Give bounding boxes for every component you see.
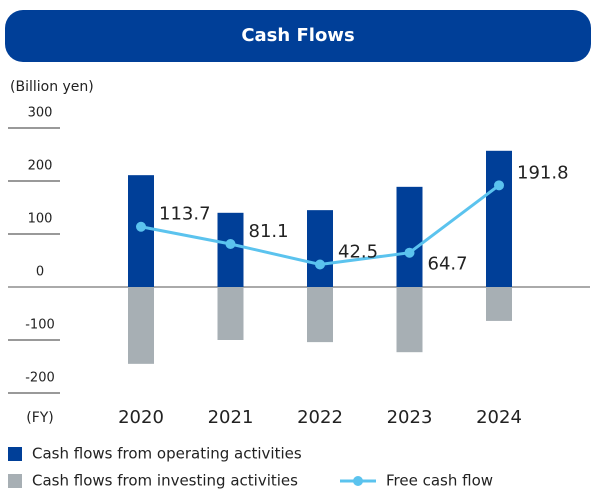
point (494, 180, 504, 191)
y-tick-label: -200 (25, 371, 55, 386)
header-bar (5, 10, 591, 62)
bar (486, 287, 512, 321)
x-tick-label: 2020 (118, 407, 164, 428)
x-tick-label: 2024 (476, 407, 522, 428)
point (225, 239, 236, 250)
x-tick-label: 2021 (208, 407, 254, 428)
chart-title: Cash Flows (241, 25, 354, 46)
x-tick-label: 2022 (297, 407, 343, 428)
bar (217, 212, 244, 287)
legend-label: Cash flows from operating activities (32, 445, 302, 463)
bar (217, 287, 244, 340)
bar (486, 150, 512, 287)
y-axis-label: (Billion yen) (10, 79, 94, 95)
point (404, 247, 415, 258)
point (315, 259, 325, 270)
legend-label: Cash flows from investing activities (32, 472, 298, 490)
data-label: 81.1 (249, 221, 289, 242)
legend-swatch (8, 447, 22, 461)
point (136, 221, 146, 232)
bar (128, 287, 154, 364)
data-label: 191.8 (517, 162, 569, 183)
legend-swatch (8, 474, 22, 488)
x-axis-label: (FY) (26, 410, 54, 426)
y-tick-label: -100 (25, 318, 55, 333)
data-label: 64.7 (428, 254, 468, 275)
bar (396, 186, 423, 287)
data-label: 113.7 (159, 204, 211, 225)
y-tick-label: 200 (28, 159, 53, 174)
data-label: 42.5 (338, 241, 378, 262)
x-tick-label: 2023 (387, 407, 433, 428)
legend-swatch (353, 476, 363, 486)
bar (396, 287, 423, 353)
bar (307, 287, 333, 343)
bar (307, 210, 333, 287)
y-tick-label: 100 (28, 212, 53, 227)
y-tick-label: 300 (28, 106, 53, 121)
y-tick-label: 0 (36, 265, 44, 280)
legend-label: Free cash flow (386, 472, 493, 490)
